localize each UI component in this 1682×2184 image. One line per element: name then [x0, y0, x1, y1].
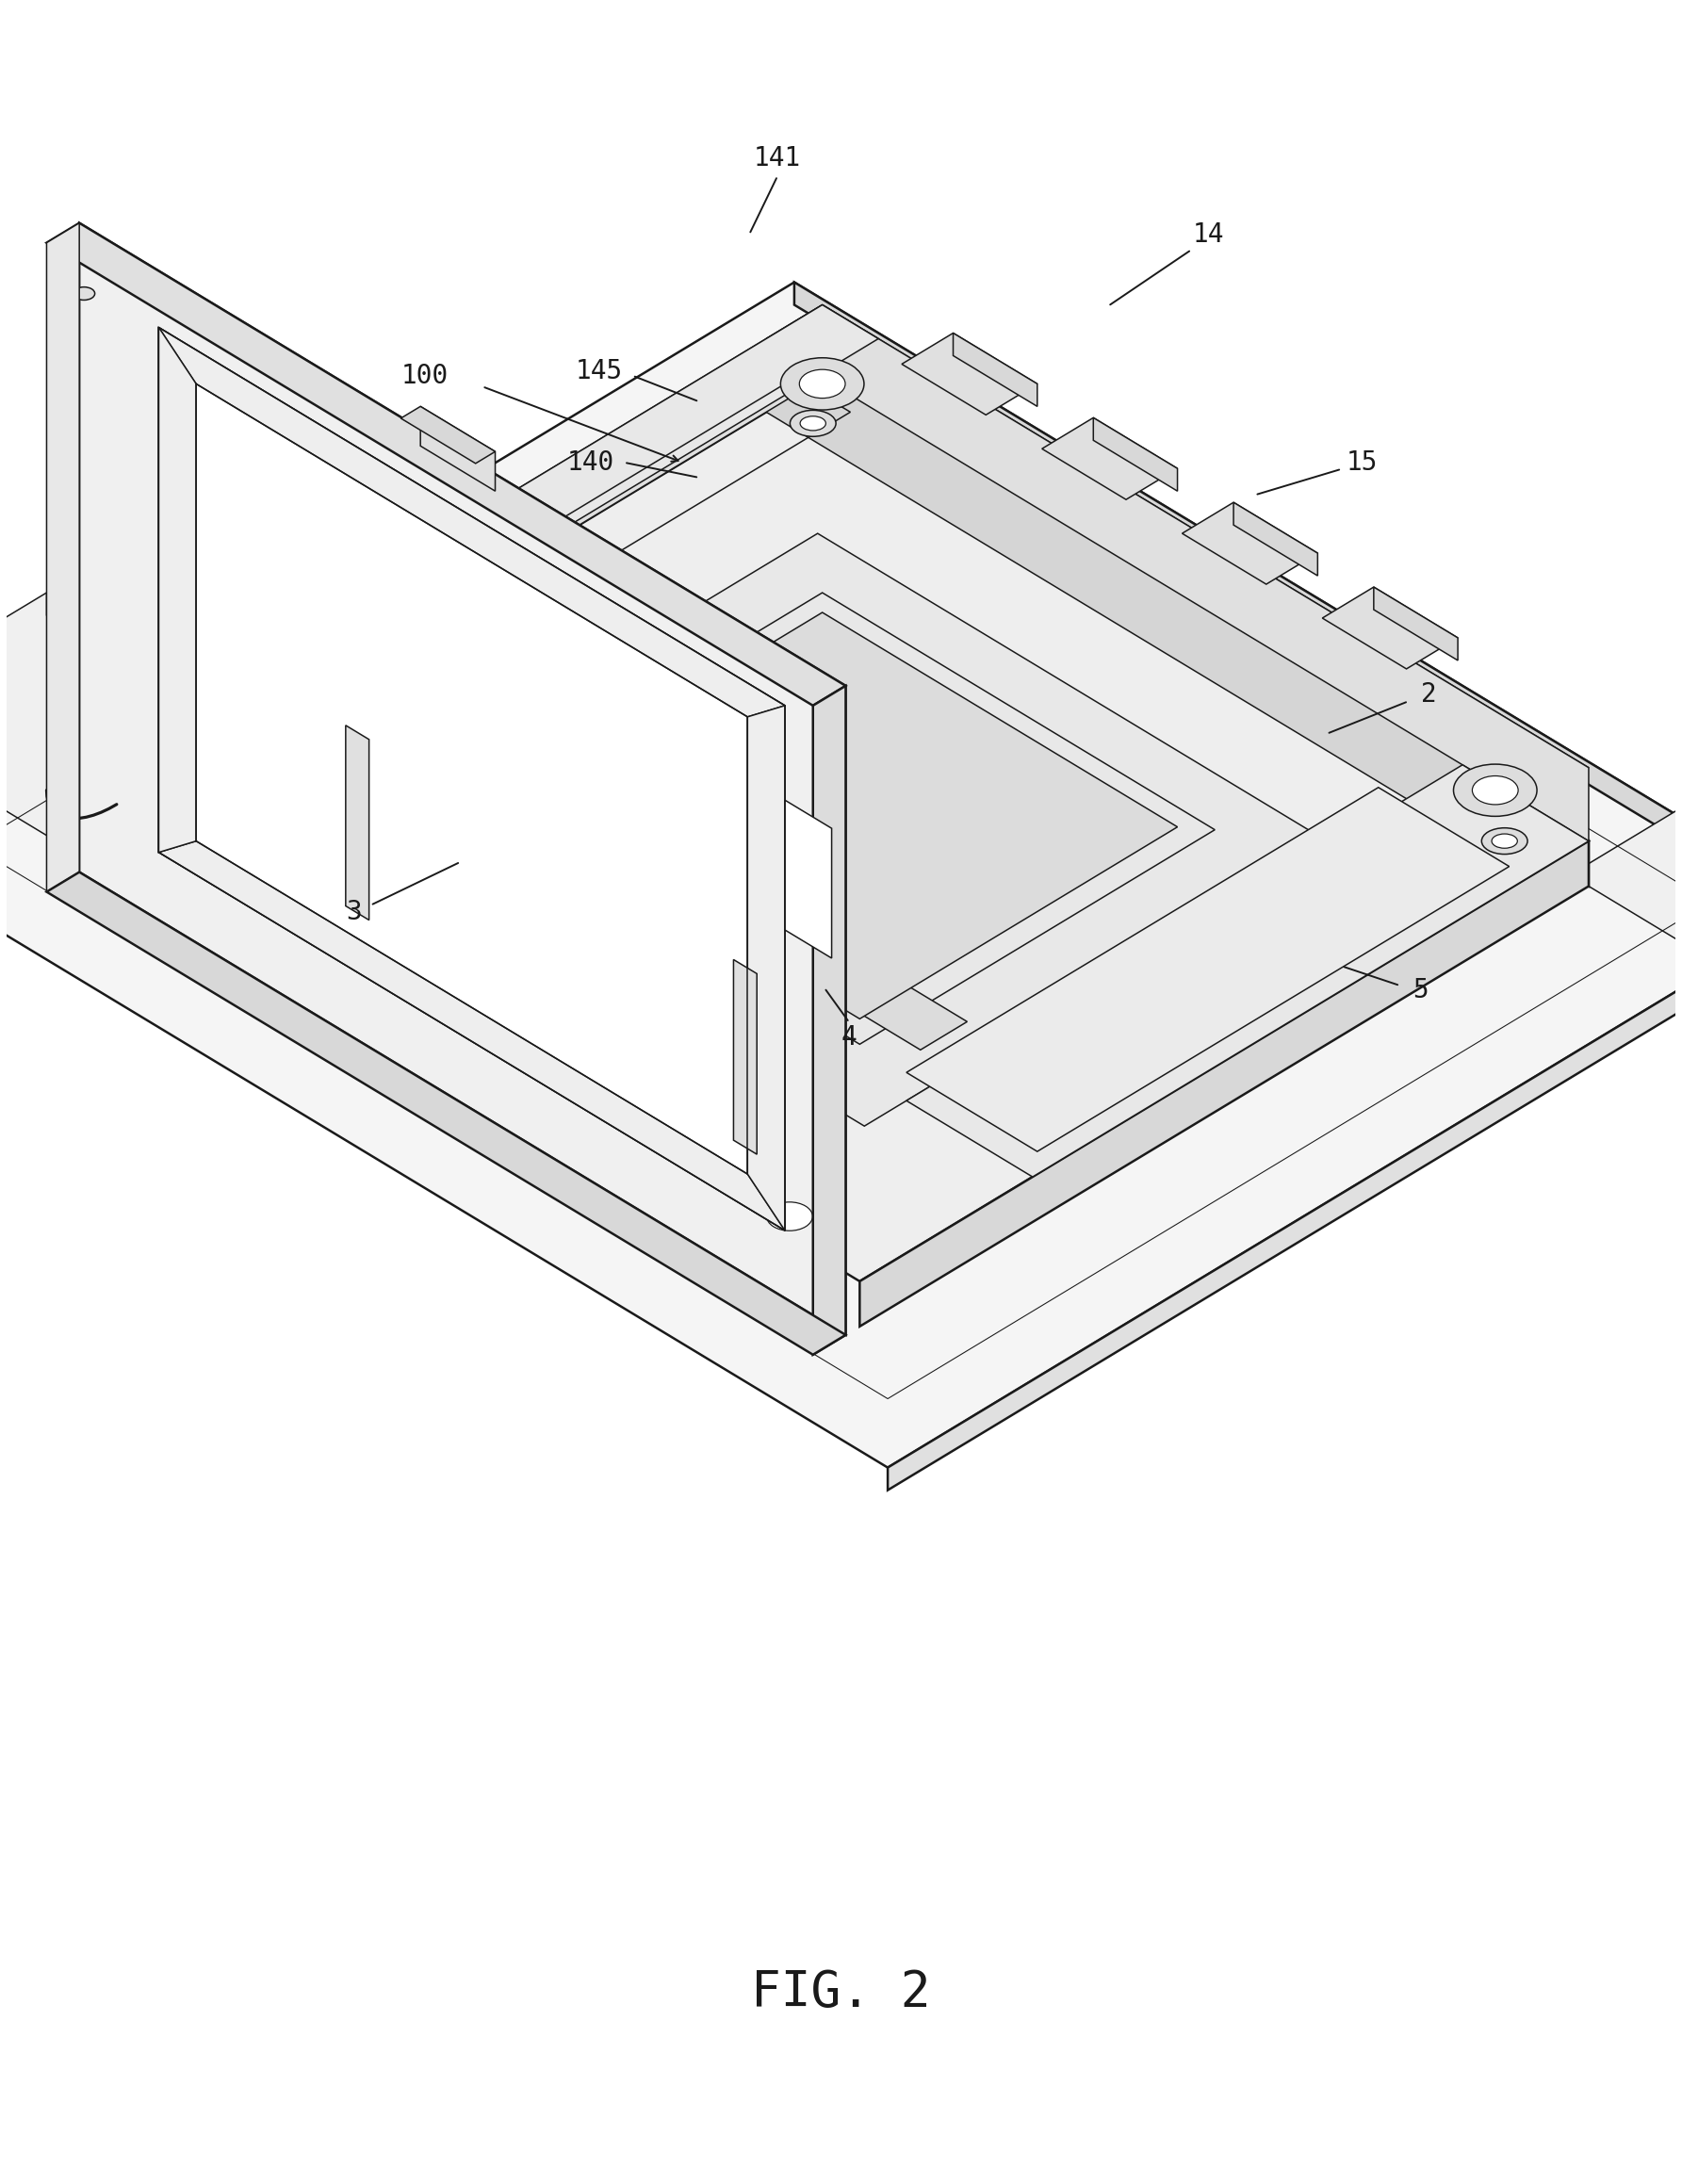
Polygon shape	[1569, 743, 1682, 1035]
Polygon shape	[346, 725, 368, 919]
Ellipse shape	[1492, 834, 1517, 847]
Ellipse shape	[1453, 764, 1537, 817]
Text: 4: 4	[841, 1024, 858, 1051]
Ellipse shape	[1482, 828, 1527, 854]
Polygon shape	[860, 841, 1589, 1326]
Polygon shape	[785, 799, 831, 959]
Polygon shape	[767, 306, 1589, 802]
Polygon shape	[1374, 587, 1458, 660]
Text: 14: 14	[1193, 221, 1224, 247]
Text: 140: 140	[567, 450, 614, 476]
Polygon shape	[47, 223, 846, 705]
Polygon shape	[505, 612, 1177, 1020]
Text: FIG. 2: FIG. 2	[752, 1968, 930, 2018]
Polygon shape	[79, 734, 281, 878]
Polygon shape	[1093, 417, 1177, 491]
Ellipse shape	[163, 753, 210, 782]
Ellipse shape	[799, 369, 846, 397]
Polygon shape	[888, 904, 1682, 1489]
Polygon shape	[812, 686, 846, 1354]
Polygon shape	[822, 378, 1589, 887]
Polygon shape	[954, 332, 1038, 406]
Text: 100: 100	[402, 363, 449, 389]
Text: 5: 5	[1413, 976, 1428, 1002]
Ellipse shape	[72, 286, 94, 299]
Ellipse shape	[155, 795, 200, 821]
Polygon shape	[1233, 502, 1317, 577]
Ellipse shape	[748, 1190, 831, 1243]
Polygon shape	[1041, 417, 1177, 500]
Polygon shape	[158, 328, 785, 716]
Polygon shape	[452, 740, 967, 1051]
Text: 141: 141	[754, 146, 801, 173]
Text: 145: 145	[575, 358, 622, 384]
Polygon shape	[420, 406, 495, 491]
Polygon shape	[47, 871, 846, 1354]
Polygon shape	[47, 223, 79, 891]
Ellipse shape	[1472, 775, 1519, 804]
Polygon shape	[79, 223, 846, 1334]
Polygon shape	[1182, 502, 1317, 585]
Polygon shape	[93, 306, 822, 819]
Polygon shape	[47, 592, 281, 756]
Polygon shape	[93, 306, 878, 780]
Polygon shape	[733, 959, 757, 1155]
Polygon shape	[93, 378, 1589, 1282]
Ellipse shape	[767, 1201, 812, 1232]
Polygon shape	[74, 293, 94, 802]
Ellipse shape	[145, 743, 229, 793]
Polygon shape	[907, 788, 1509, 1151]
Text: 2: 2	[1421, 681, 1436, 708]
Polygon shape	[767, 339, 1532, 876]
Polygon shape	[0, 282, 1682, 1468]
Polygon shape	[158, 328, 785, 1230]
Polygon shape	[1322, 587, 1458, 668]
Text: 15: 15	[1346, 450, 1378, 476]
Polygon shape	[158, 328, 197, 852]
Polygon shape	[158, 841, 785, 1230]
Polygon shape	[747, 705, 785, 1230]
Polygon shape	[902, 332, 1038, 415]
Polygon shape	[350, 533, 1332, 1127]
Polygon shape	[907, 764, 1589, 1177]
Polygon shape	[468, 592, 1214, 1044]
Polygon shape	[794, 282, 1682, 926]
Polygon shape	[822, 306, 1589, 841]
Ellipse shape	[780, 358, 865, 411]
Ellipse shape	[801, 417, 826, 430]
Ellipse shape	[165, 799, 190, 815]
Ellipse shape	[791, 411, 836, 437]
Polygon shape	[400, 406, 495, 463]
Text: 3: 3	[346, 898, 362, 926]
Polygon shape	[0, 592, 281, 856]
